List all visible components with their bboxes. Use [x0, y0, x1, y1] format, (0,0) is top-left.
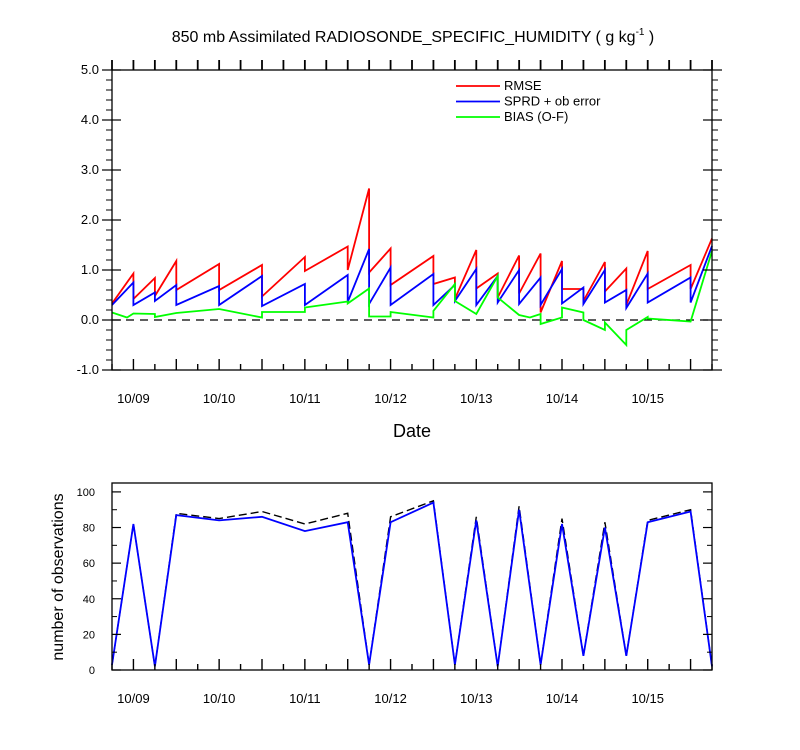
legend-label: SPRD + ob error	[504, 94, 601, 109]
chart-title-end: )	[644, 29, 654, 46]
top-ticks	[102, 60, 722, 371]
top-x-tick-labels: 10/09 10/10 10/11 10/12 10/13 10/14 10/15	[117, 391, 664, 406]
bottom-y-tick-labels: 0 20 40 60 80 100	[77, 487, 95, 677]
y-tick-label: 5.0	[81, 62, 99, 77]
x-tick-label: 10/14	[546, 391, 579, 406]
x-tick-label: 10/11	[289, 691, 321, 706]
top-y-tick-labels: -1.0 0.0 1.0 2.0 3.0 4.0 5.0	[77, 62, 99, 377]
x-tick-label: 10/14	[546, 691, 579, 706]
chart-title: 850 mb Assimilated RADIOSONDE_SPECIFIC_H…	[172, 27, 655, 46]
chart-title-superscript: -1	[636, 27, 645, 38]
y-tick-label: 3.0	[81, 162, 99, 177]
legend-label: RMSE	[504, 78, 542, 93]
x-tick-label: 10/13	[460, 691, 493, 706]
y-tick-label: 40	[83, 594, 95, 606]
x-tick-label: 10/15	[631, 691, 664, 706]
bottom-ticks	[111, 491, 713, 671]
y-tick-label: 1.0	[81, 262, 99, 277]
x-tick-label: 10/13	[460, 391, 493, 406]
x-tick-label: 10/11	[289, 391, 321, 406]
y-tick-label: -1.0	[77, 362, 99, 377]
y-tick-label: 60	[83, 558, 95, 570]
chart-title-main: 850 mb Assimilated RADIOSONDE_SPECIFIC_H…	[172, 29, 636, 46]
top-chart: 850 mb Assimilated RADIOSONDE_SPECIFIC_H…	[77, 27, 722, 441]
legend-label: BIAS (O-F)	[504, 109, 568, 124]
y-tick-label: 2.0	[81, 212, 99, 227]
top-series	[111, 188, 713, 348]
x-tick-label: 10/15	[631, 391, 664, 406]
y-tick-label: 100	[77, 487, 95, 499]
series-line-bias-o-f	[111, 250, 713, 348]
bottom-x-tick-labels: 10/09 10/10 10/11 10/12 10/13 10/14 10/15	[117, 691, 664, 706]
x-tick-label: 10/09	[117, 391, 150, 406]
y-axis-label: number of observations	[50, 493, 67, 660]
y-tick-label: 0.0	[81, 312, 99, 327]
y-tick-label: 0	[89, 665, 95, 677]
y-tick-label: 80	[83, 523, 95, 535]
x-tick-label: 10/10	[203, 691, 236, 706]
x-tick-label: 10/12	[374, 391, 407, 406]
x-tick-label: 10/10	[203, 391, 236, 406]
y-tick-label: 20	[83, 629, 95, 641]
x-tick-label: 10/09	[117, 691, 150, 706]
x-axis-label: Date	[393, 421, 431, 441]
x-tick-label: 10/12	[374, 691, 407, 706]
y-tick-label: 4.0	[81, 112, 99, 127]
